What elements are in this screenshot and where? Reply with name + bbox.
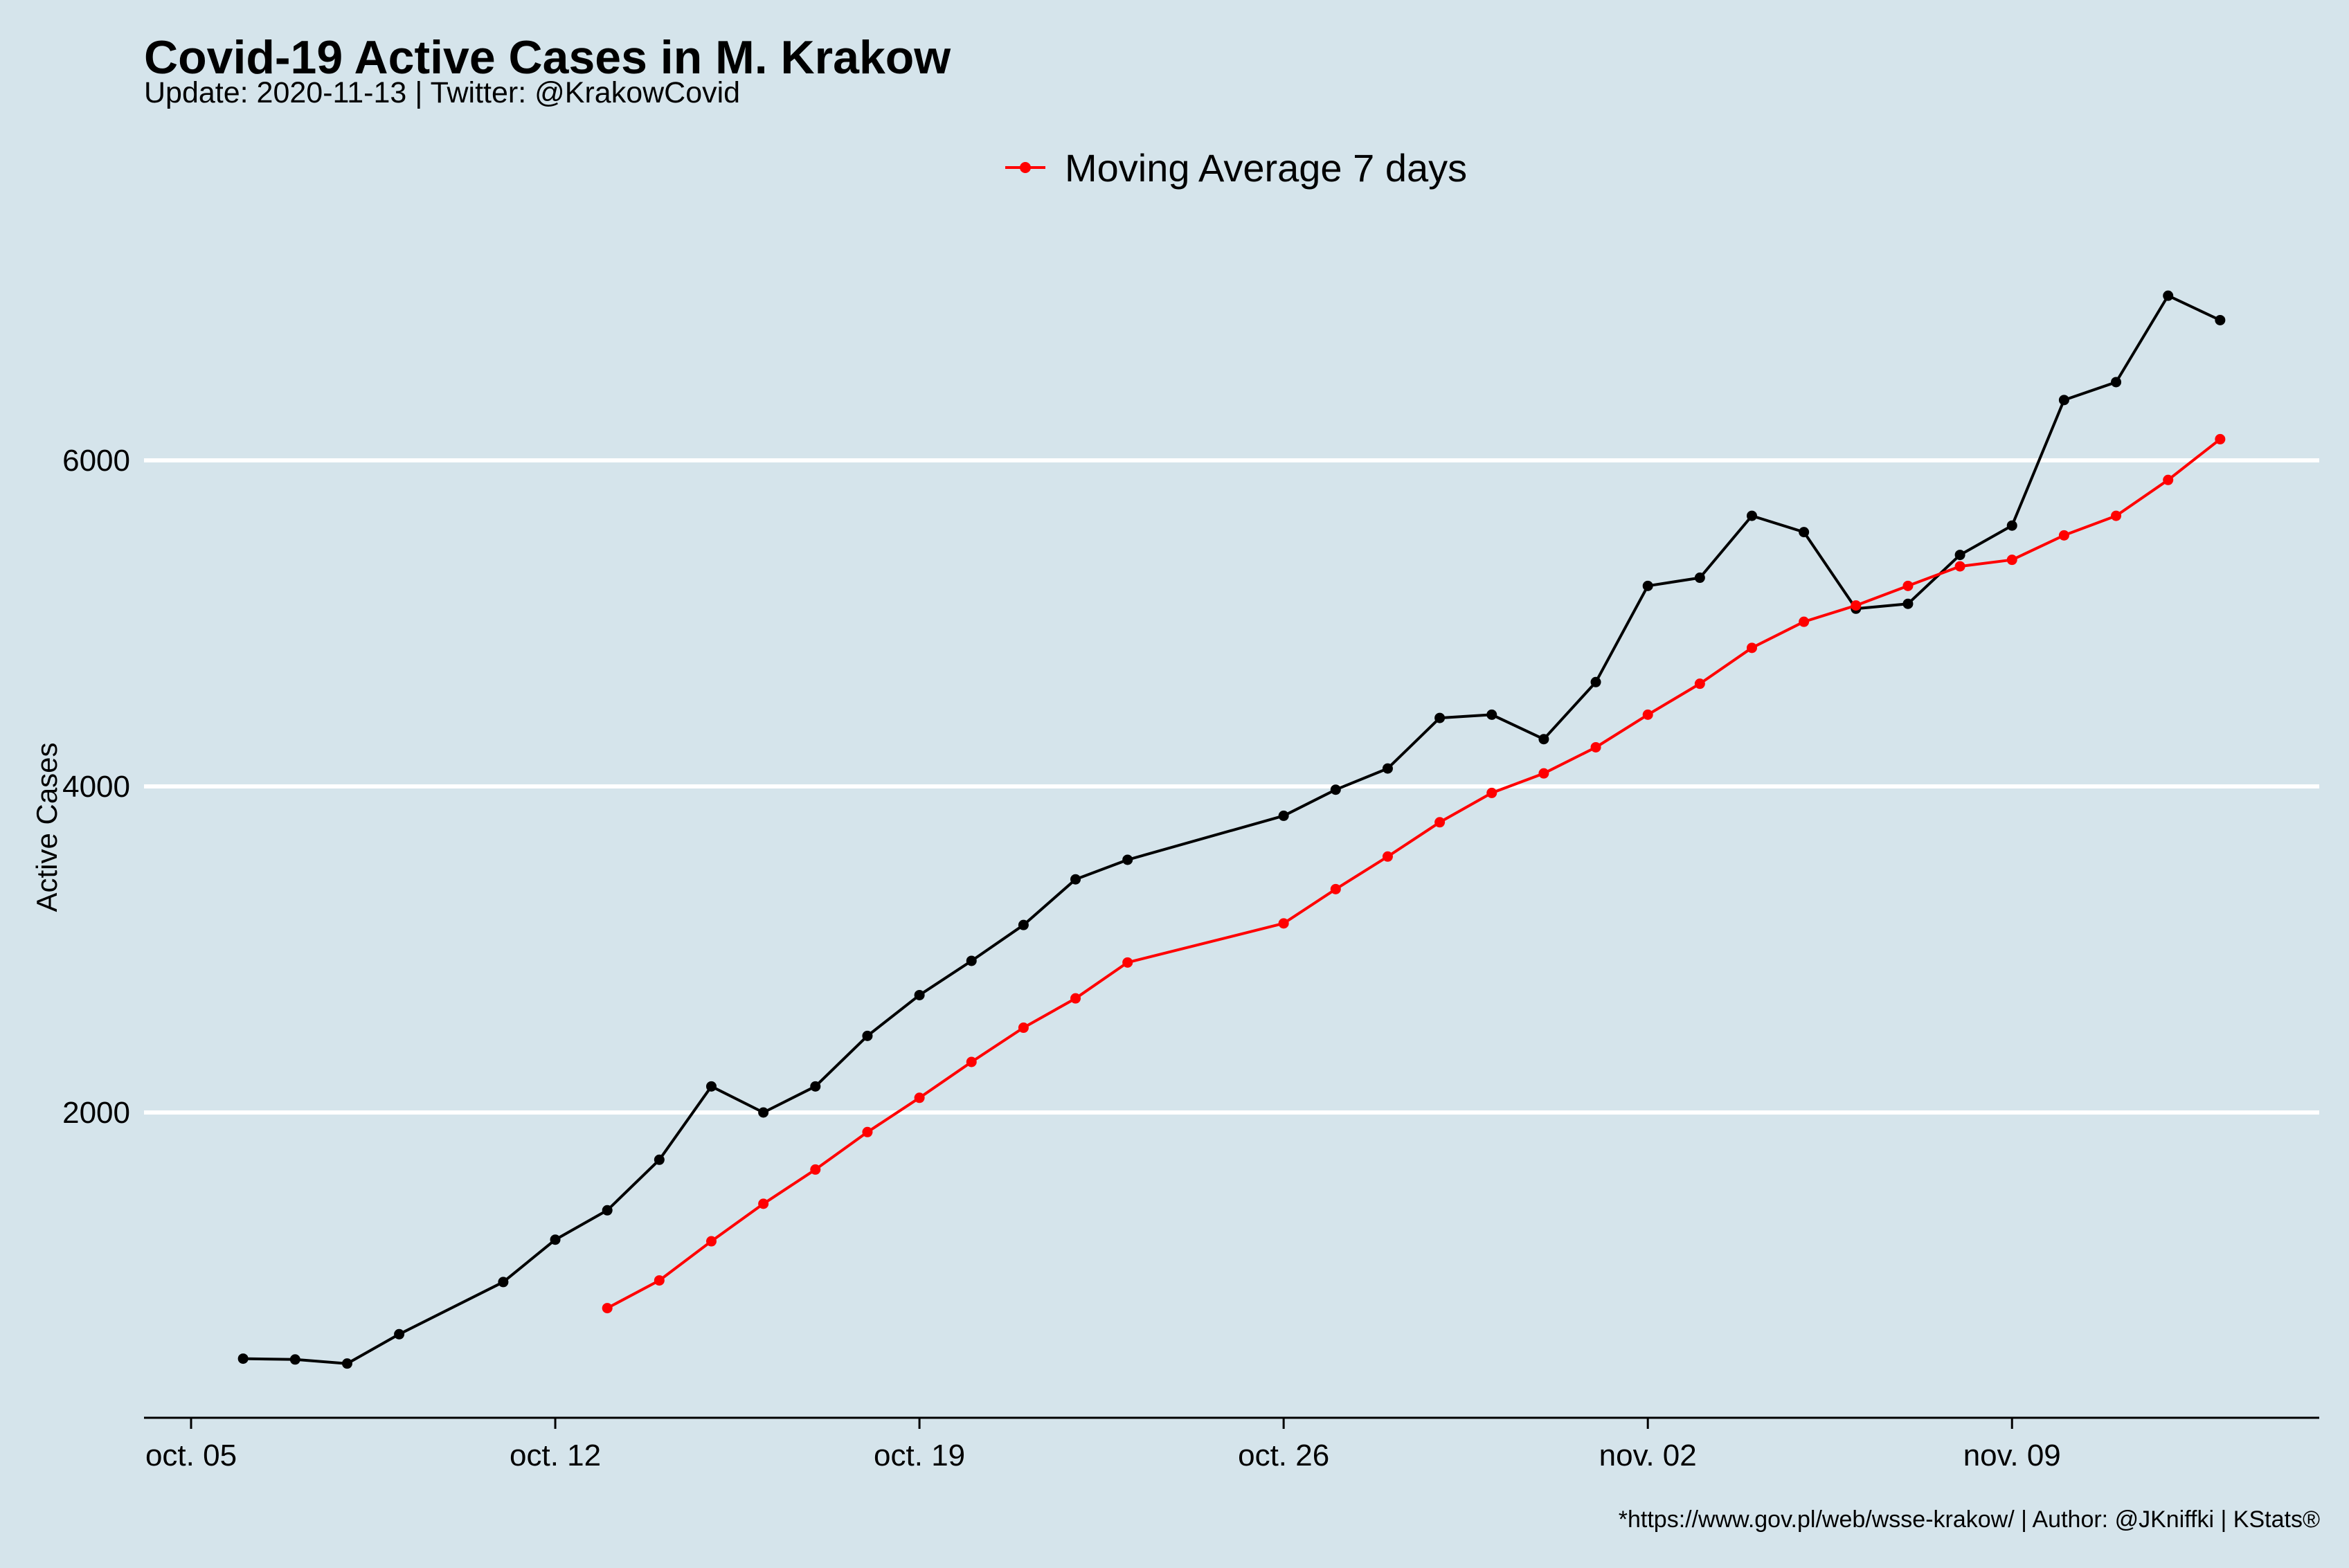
data-point xyxy=(289,1354,300,1365)
data-point xyxy=(706,1236,717,1247)
data-point xyxy=(1954,561,1965,572)
x-tick-label: oct. 12 xyxy=(510,1439,601,1472)
legend: Moving Average 7 days xyxy=(1005,146,1467,190)
data-point xyxy=(2111,510,2122,521)
data-point xyxy=(1799,616,1810,627)
data-point xyxy=(966,955,977,966)
data-point xyxy=(758,1198,769,1209)
data-point xyxy=(1278,918,1289,929)
data-point xyxy=(1799,527,1810,538)
data-point xyxy=(1694,678,1705,690)
data-point xyxy=(914,1092,925,1103)
data-point xyxy=(1070,874,1081,885)
series-line xyxy=(606,438,2222,1310)
data-point xyxy=(550,1234,561,1245)
data-point xyxy=(966,1056,977,1067)
data-point xyxy=(1902,580,1914,591)
data-point xyxy=(758,1107,769,1118)
data-point xyxy=(1434,712,1446,723)
data-point xyxy=(1434,817,1446,828)
data-point xyxy=(1590,676,1601,687)
data-point xyxy=(810,1164,821,1175)
data-point xyxy=(1590,741,1601,753)
series-line xyxy=(243,294,2221,1365)
data-point xyxy=(706,1081,717,1092)
chart-subtitle: Update: 2020-11-13 | Twitter: @KrakowCov… xyxy=(144,76,741,109)
data-point xyxy=(2215,433,2226,444)
data-point xyxy=(2058,530,2069,541)
data-point xyxy=(394,1328,405,1340)
source-caption: *https://www.gov.pl/web/wsse-krakow/ | A… xyxy=(1618,1506,2320,1533)
x-tick-label: oct. 05 xyxy=(145,1439,237,1472)
data-point xyxy=(2215,314,2226,325)
data-point xyxy=(1747,642,1757,654)
data-point xyxy=(1694,573,1705,584)
x-axis: oct. 05 oct. 12 oct. 19 oct. 26 nov. 02 nov. … xyxy=(144,1416,2319,1472)
data-point xyxy=(1382,851,1393,862)
data-point xyxy=(237,1353,249,1364)
data-point xyxy=(2006,555,2017,566)
data-point xyxy=(862,1126,873,1137)
data-point xyxy=(2111,377,2122,388)
data-point xyxy=(1902,598,1914,609)
data-point xyxy=(654,1154,665,1165)
data-point xyxy=(1018,919,1029,930)
data-point xyxy=(602,1303,613,1314)
y-axis: 2000 4000 6000 Active Cases xyxy=(30,444,130,1130)
legend-label: Moving Average 7 days xyxy=(1065,146,1467,190)
x-tick-label: oct. 19 xyxy=(874,1439,965,1472)
data-point xyxy=(2058,395,2069,406)
data-point xyxy=(1278,810,1289,821)
data-point xyxy=(498,1277,509,1288)
data-point xyxy=(1070,993,1081,1004)
x-tick-label: nov. 09 xyxy=(1963,1439,2061,1472)
data-point xyxy=(1382,763,1393,774)
data-point xyxy=(654,1275,665,1286)
data-point xyxy=(602,1205,613,1216)
gridlines xyxy=(144,458,2319,1115)
data-point xyxy=(2163,290,2174,301)
y-tick-label: 2000 xyxy=(62,1096,130,1130)
data-point xyxy=(914,989,925,1000)
legend-marker xyxy=(1020,162,1031,173)
series-moving-average xyxy=(602,433,2226,1314)
y-tick-label: 6000 xyxy=(62,444,130,478)
data-point xyxy=(2006,520,2017,531)
data-point xyxy=(1122,854,1133,865)
chart-title: Covid-19 Active Cases in M. Krakow xyxy=(144,31,951,84)
data-point xyxy=(1486,709,1497,720)
y-tick-label: 4000 xyxy=(62,770,130,804)
series-layer xyxy=(237,290,2226,1369)
y-axis-title: Active Cases xyxy=(30,742,63,912)
series-active-cases xyxy=(237,290,2226,1369)
data-point xyxy=(2163,474,2174,485)
data-point xyxy=(1642,709,1653,720)
data-point xyxy=(862,1030,873,1041)
data-point xyxy=(1538,734,1549,745)
data-point xyxy=(1486,787,1497,798)
data-point xyxy=(1330,784,1341,795)
data-point xyxy=(1851,600,1862,611)
data-point xyxy=(1642,580,1653,591)
x-tick-label: oct. 26 xyxy=(1238,1439,1329,1472)
data-point xyxy=(1747,510,1757,521)
data-point xyxy=(1954,550,1965,561)
data-point xyxy=(1122,957,1133,968)
data-point xyxy=(810,1081,821,1092)
data-point xyxy=(1330,883,1341,894)
x-tick-label: nov. 02 xyxy=(1599,1439,1697,1472)
data-point xyxy=(1538,768,1549,779)
data-point xyxy=(341,1358,352,1369)
data-point xyxy=(1018,1022,1029,1034)
